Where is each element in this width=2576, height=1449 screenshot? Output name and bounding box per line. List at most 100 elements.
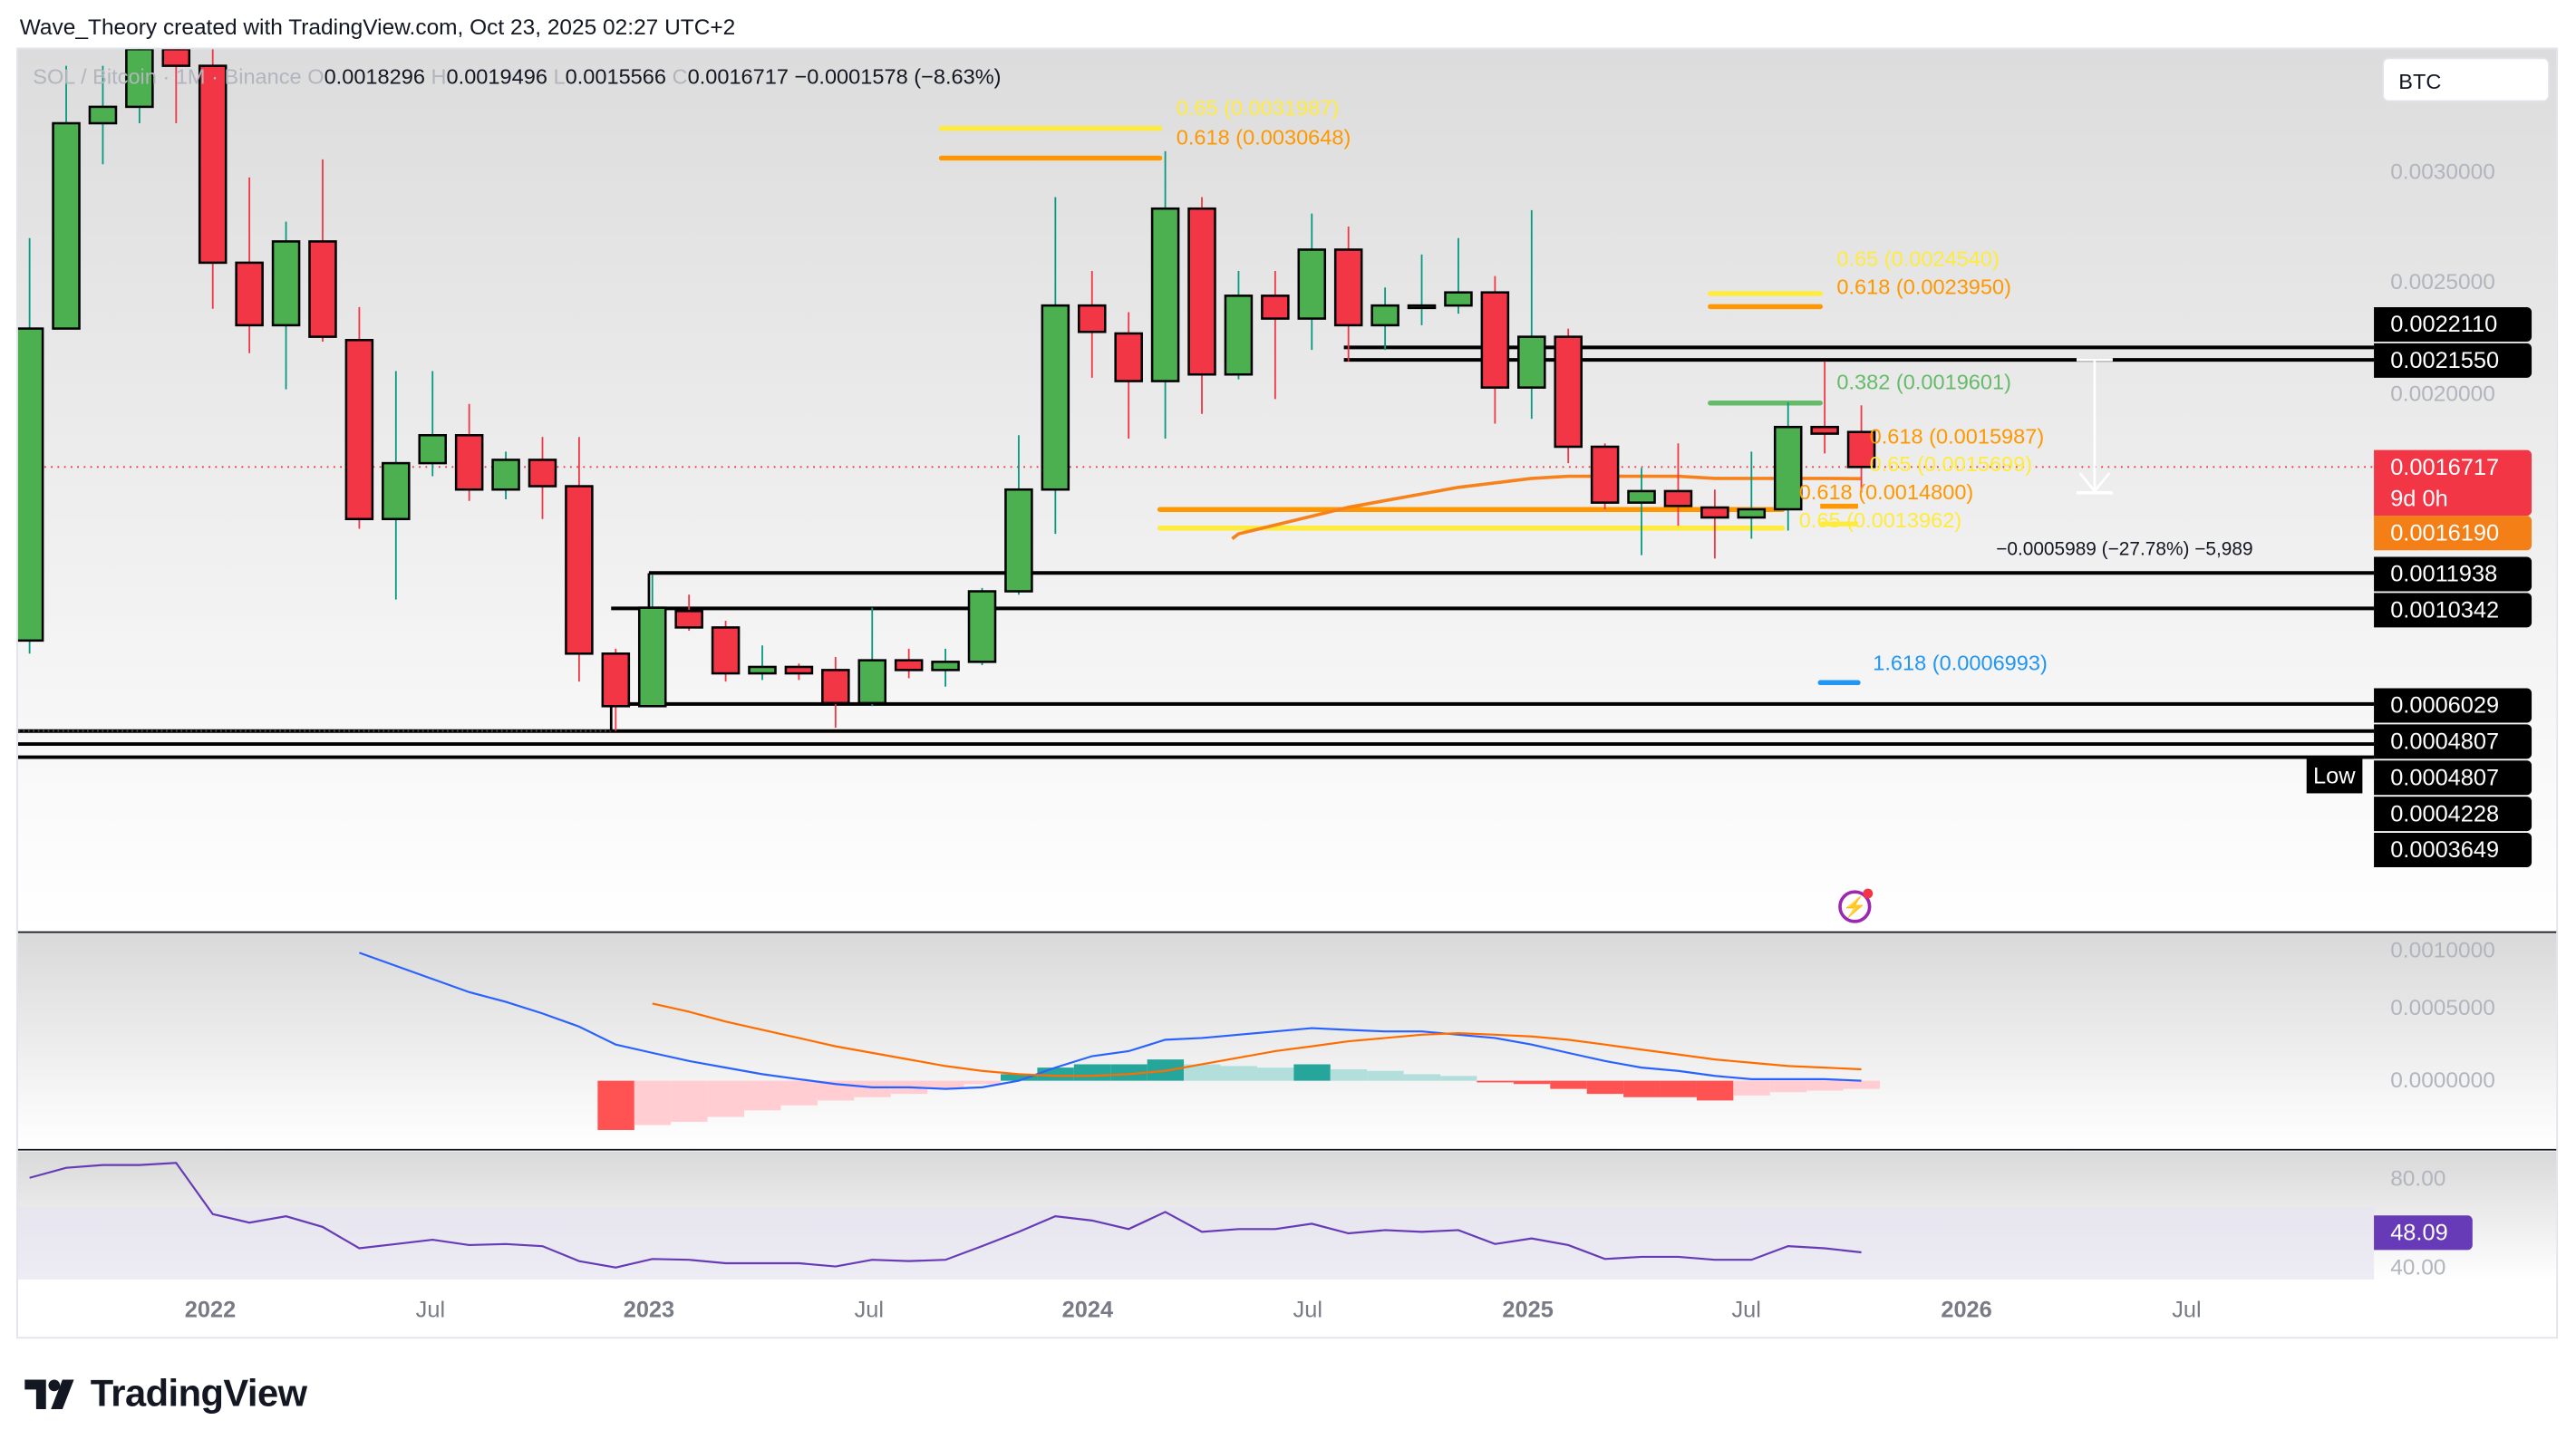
macd-histogram-bar [1586,1080,1624,1095]
candle-body [894,659,924,671]
candle-body [1150,207,1180,382]
high-value: 0.0019496 [446,63,547,89]
macd-histogram-bar [634,1080,672,1125]
candle-body [1846,430,1876,469]
candle-body [1737,507,1767,519]
candle-body [1041,304,1070,491]
macd-tick: 0.0005000 [2390,995,2495,1020]
macd-histogram-bar [1220,1066,1257,1081]
candle-body [491,459,520,491]
macd-histogram-bar [927,1080,964,1089]
close-label: C [672,63,688,89]
candle-body [1333,248,1363,327]
time-tick: 2025 [1502,1296,1554,1323]
open-value: 0.0018296 [324,63,425,89]
level-price-tag: 0.0003649 [2374,832,2532,867]
candle-body [1590,445,1620,504]
level-price-tag: 0.0004228 [2374,797,2532,832]
candle-body [17,327,44,642]
candle-body [1810,425,1839,435]
time-tick: Jul [1731,1296,1761,1323]
candle-body [1224,295,1254,376]
candle-body [344,339,374,521]
macd-signal-line [652,1002,1862,1077]
candle-body [821,669,850,705]
candle-body [88,105,118,125]
price-tick: 0.0030000 [2390,159,2495,184]
macd-histogram-bar [1367,1070,1404,1081]
time-tick: 2026 [1941,1296,1992,1323]
time-tick: 2023 [623,1296,675,1323]
bar-countdown: 9d 0h [2390,484,2448,511]
macd-histogram-bar [1000,1074,1038,1081]
candle-body [1297,248,1327,320]
candle-body [235,261,264,327]
macd-tick: 0.0000000 [2390,1067,2495,1093]
last-price-tag: 0.0016717 9d 0h [2374,449,2532,517]
rsi-tick: 40.00 [2390,1254,2446,1280]
fib-label: 1.618 (0.0006993) [1873,650,2048,675]
high-label: H [431,63,447,89]
level-price-tag: 0.0004807 [2374,724,2532,759]
candle-body [1407,304,1437,310]
candle-body [454,433,484,491]
macd-line [359,952,1862,1090]
macd-histogram-bar [1037,1067,1074,1081]
macd-histogram-bar [671,1080,708,1122]
rsi-tick: 80.00 [2390,1165,2446,1192]
level-price-tag: 0.0010342 [2374,593,2532,628]
candle-body [382,461,411,521]
macd-histogram-bar [1293,1064,1331,1081]
macd-histogram-bar [1623,1080,1661,1097]
fib-label: 0.65 (0.0013962) [1798,507,1962,533]
main-pane-bg [17,49,2557,932]
low-price-tag: 0.0004807 [2374,760,2532,796]
fib-label: 0.618 (0.0030648) [1176,124,1351,150]
candle-body [1773,425,1803,511]
candle-body [711,626,741,675]
tradingview-logo[interactable]: TradingView [24,1371,307,1415]
macd-histogram-bar [1256,1067,1294,1081]
fib-label: 0.65 (0.0031987) [1176,95,1340,121]
fib-label: 0.382 (0.0019601) [1836,369,2011,394]
low-label: Low [2306,758,2362,794]
currency-button[interactable]: BTC [2382,57,2550,102]
symbol-name[interactable]: SOL / Bitcoin · 1M · Binance [33,63,302,89]
chart-frame [16,47,2559,1339]
fib-label: 0.65 (0.0024540) [1836,246,2000,272]
candle-body [1444,291,1473,307]
low-value: 0.0015566 [565,63,666,89]
candle-body [52,121,81,330]
candle-body [1480,291,1510,389]
candle-body [1187,207,1216,376]
macd-pane-bg [17,932,2557,1148]
price-pane [17,49,2375,759]
snapshot-credit: Wave_Theory created with TradingView.com… [19,14,736,40]
candle-body [931,661,960,671]
macd-histogram-bar [707,1080,745,1117]
candle-body [1078,304,1107,333]
candle-body [967,590,997,663]
macd-histogram-bar [1110,1064,1148,1081]
macd-histogram-bar [780,1080,818,1106]
change-value: −0.0001578 (−8.63%) [794,63,1002,89]
candle-body [601,652,631,708]
lightning-icon[interactable]: ⚡ [1838,888,1874,923]
candle-body [1663,489,1693,507]
measure-arrow-head [2078,472,2111,494]
macd-histogram-bar [1769,1080,1807,1093]
candle-body [308,240,337,338]
level-price-tag: 0.0006029 [2374,688,2532,723]
macd-histogram-bar [1440,1076,1477,1081]
symbol-legend: SOL / Bitcoin · 1M · Binance O0.0018296 … [33,64,1001,89]
macd-histogram-bar [1806,1080,1844,1091]
macd-histogram-bar [964,1080,1001,1085]
macd-tick: 0.0010000 [2390,937,2495,963]
macd-histogram-bar [854,1080,891,1097]
rsi-band [17,1207,2375,1280]
macd-histogram-bar [1073,1064,1111,1081]
macd-pane [359,952,1881,1131]
candle-body [1261,295,1290,320]
